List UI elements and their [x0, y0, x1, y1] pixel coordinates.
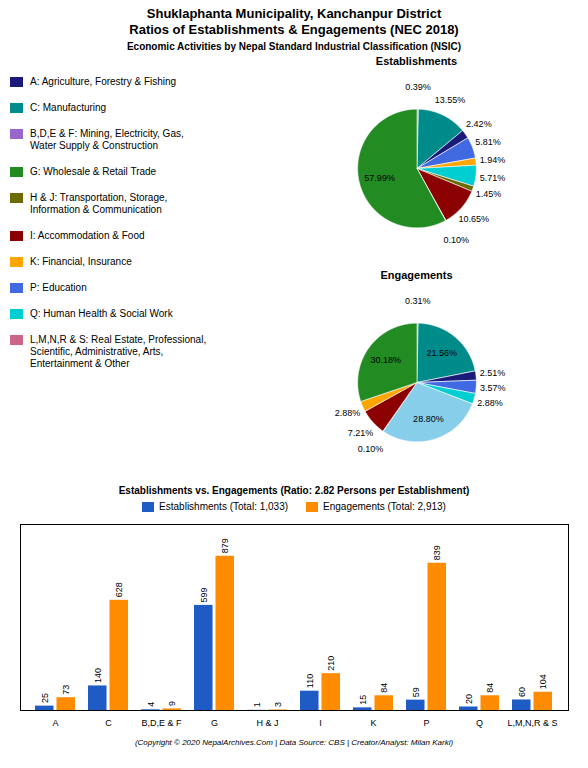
html-text:K: Financial, Insurance: K: Financial, Insurance: [30, 256, 132, 267]
svg-text:84: 84: [485, 683, 495, 693]
html-text:Engagements (Total: 2,913): Engagements (Total: 2,913): [323, 501, 446, 512]
svg-text:140: 140: [93, 668, 103, 683]
html-text:Q: Human Health & Social Work: Q: Human Health & Social Work: [30, 308, 173, 319]
svg-text:110: 110: [305, 674, 315, 688]
svg-text:25: 25: [40, 693, 50, 703]
svg-text:7.21%: 7.21%: [348, 428, 374, 438]
svg-text:599: 599: [199, 587, 209, 602]
html-text:G: Wholesale & Retail Trade: G: Wholesale & Retail Trade: [30, 166, 157, 177]
html-text:Establishments vs. Engagements: Establishments vs. Engagements (Ratio: 2…: [118, 485, 470, 496]
svg-text:1: 1: [252, 702, 262, 707]
svg-text:210: 210: [326, 656, 336, 671]
svg-text:5.81%: 5.81%: [475, 137, 501, 147]
svg-text:C: C: [105, 718, 112, 728]
svg-text:57.99%: 57.99%: [364, 173, 395, 183]
svg-text:B,D,E & F: B,D,E & F: [141, 718, 182, 728]
html-text:Information & Communication: Information & Communication: [30, 204, 162, 215]
html-text:Scientific, Administrative, Ar: Scientific, Administrative, Arts,: [30, 346, 164, 357]
html-text:Establishments (Total: 1,033): Establishments (Total: 1,033): [159, 501, 288, 512]
svg-text:K: K: [370, 718, 376, 728]
svg-text:A: A: [52, 718, 58, 728]
svg-text:2.88%: 2.88%: [335, 408, 361, 418]
svg-text:H & J: H & J: [256, 718, 278, 728]
html-text:H & J: Transportation, Storage: H & J: Transportation, Storage,: [30, 192, 168, 203]
svg-text:0.31%: 0.31%: [405, 296, 431, 306]
svg-text:2.42%: 2.42%: [466, 119, 492, 129]
html-text:Economic Activities by Nepal S: Economic Activities by Nepal Standard In…: [126, 41, 462, 52]
svg-text:839: 839: [432, 545, 442, 560]
html-text:L,M,N,R & S: Real Estate, Prof: L,M,N,R & S: Real Estate, Professional,: [30, 334, 207, 345]
svg-text:0.39%: 0.39%: [405, 82, 431, 92]
svg-text:59: 59: [411, 687, 421, 697]
svg-text:9: 9: [167, 701, 177, 706]
html-text:Engagements: Engagements: [380, 269, 453, 281]
html-text:(Copyright © 2020 NepalArchive: (Copyright © 2020 NepalArchives.Com | Da…: [134, 738, 454, 747]
svg-text:G: G: [211, 718, 218, 728]
svg-text:21.56%: 21.56%: [426, 348, 457, 358]
svg-text:15: 15: [358, 695, 368, 705]
html-text:I: Accommodation & Food: I: Accommodation & Food: [30, 230, 145, 241]
html-text:C: Manufacturing: C: Manufacturing: [30, 102, 107, 113]
svg-text:3: 3: [273, 702, 283, 707]
svg-text:104: 104: [538, 674, 548, 689]
html-text:Shuklaphanta Municipality, Kan: Shuklaphanta Municipality, Kanchanpur Di…: [146, 6, 442, 21]
svg-text:84: 84: [379, 683, 389, 693]
svg-text:2.88%: 2.88%: [477, 398, 503, 408]
svg-text:P: P: [423, 718, 429, 728]
svg-text:1.94%: 1.94%: [480, 155, 506, 165]
svg-text:13.55%: 13.55%: [435, 95, 466, 105]
html-text:P: Education: P: Education: [30, 282, 87, 293]
svg-text:1.45%: 1.45%: [476, 189, 502, 199]
html-text:Water Supply & Construction: Water Supply & Construction: [30, 140, 158, 151]
svg-text:28.80%: 28.80%: [413, 414, 444, 424]
svg-text:879: 879: [220, 538, 230, 553]
html-text:A: Agriculture, Forestry & Fis: A: Agriculture, Forestry & Fishing: [30, 76, 177, 87]
svg-text:I: I: [319, 718, 322, 728]
svg-text:0.10%: 0.10%: [444, 235, 470, 245]
svg-text:3.57%: 3.57%: [480, 383, 506, 393]
svg-text:0.10%: 0.10%: [358, 444, 384, 454]
html-text:Ratios of Establishments & Eng: Ratios of Establishments & Engagements (…: [129, 22, 459, 37]
svg-text:4: 4: [146, 702, 156, 707]
svg-text:30.18%: 30.18%: [370, 355, 401, 365]
html-text:Establishments: Establishments: [375, 55, 458, 67]
svg-text:73: 73: [61, 685, 71, 695]
svg-text:Q: Q: [476, 718, 483, 728]
svg-text:5.71%: 5.71%: [480, 173, 506, 183]
html-text:B,D,E & F: Mining, Electricity: B,D,E & F: Mining, Electricity, Gas,: [30, 128, 184, 139]
svg-text:10.65%: 10.65%: [458, 214, 489, 224]
svg-text:60: 60: [517, 687, 527, 697]
svg-text:2.51%: 2.51%: [480, 368, 506, 378]
html-text:Entertainment & Other: Entertainment & Other: [30, 358, 130, 369]
svg-text:628: 628: [114, 582, 124, 597]
svg-text:20: 20: [464, 694, 474, 704]
svg-text:L,M,N,R & S: L,M,N,R & S: [507, 718, 557, 728]
